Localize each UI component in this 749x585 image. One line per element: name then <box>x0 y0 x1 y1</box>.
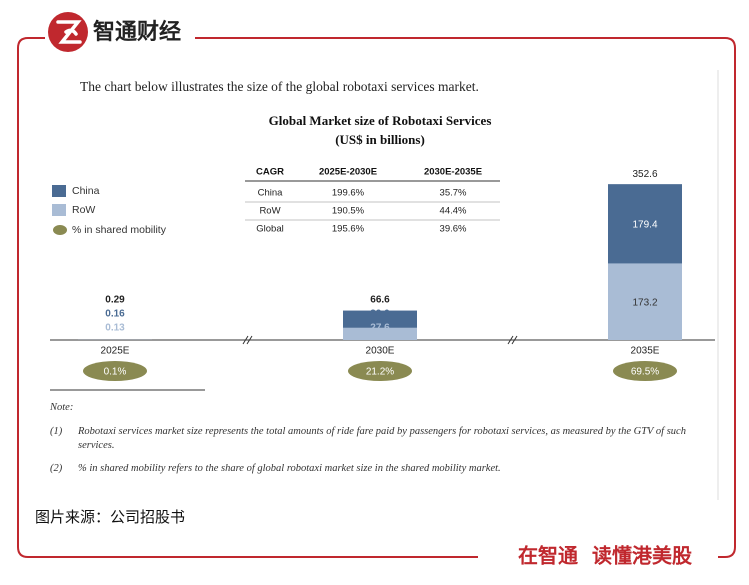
bar-segment <box>608 184 682 264</box>
table-cell: 199.6% <box>332 188 365 199</box>
table-cell: 195.6% <box>332 224 365 235</box>
table-cell: China <box>258 188 284 199</box>
total-label: 66.6 <box>370 295 390 306</box>
note-text: % in shared mobility refers to the share… <box>78 463 501 474</box>
mobility-label: 0.1% <box>104 367 127 378</box>
x-tick-label: 2035E <box>631 346 660 357</box>
intro: The chart below illustrates the size of … <box>80 79 479 94</box>
source: 图片来源：公司招股书 <box>35 508 186 526</box>
frame <box>17 37 45 60</box>
table-header: 2025E-2030E <box>319 167 377 178</box>
chart-subtitle: (US$ in billions) <box>335 132 425 147</box>
chart-title: Global Market size of Robotaxi Services <box>269 113 492 128</box>
x-tick-label: 2025E <box>101 346 130 357</box>
table-header: 2030E-2035E <box>424 167 482 178</box>
table-cell: 190.5% <box>332 206 365 217</box>
table-cell: 39.6% <box>440 224 467 235</box>
value-label: 173.2 <box>632 297 657 308</box>
value-label: 179.4 <box>632 219 657 230</box>
total-label: 352.6 <box>632 169 657 180</box>
legend-label: RoW <box>72 204 95 216</box>
note: (1) Robotaxi services market size repres… <box>50 425 720 455</box>
legend-swatch <box>53 225 67 235</box>
value-label: 39.0 <box>370 309 390 320</box>
frame <box>195 37 736 558</box>
brand: 智通财经 <box>93 19 181 45</box>
table-header: CAGR <box>256 167 284 178</box>
note-num: (2) <box>50 463 63 474</box>
bar-segment <box>608 263 682 340</box>
mobility-label: 69.5% <box>631 367 659 378</box>
table-cell: 44.4% <box>440 206 467 217</box>
mobility-badge <box>613 361 677 381</box>
legend-label: China <box>72 185 100 197</box>
table-cell: 35.7% <box>440 188 467 199</box>
legend-swatch <box>52 204 66 216</box>
value-label: 0.13 <box>105 323 125 334</box>
bar-segment <box>343 310 417 328</box>
table-cell: RoW <box>259 206 280 217</box>
mobility-label: 21.2% <box>366 367 394 378</box>
mobility-badge <box>348 361 412 381</box>
total-label: 0.29 <box>105 295 125 306</box>
note: (2) % in shared mobility refers to the s… <box>50 462 720 478</box>
legend-swatch <box>52 185 66 197</box>
logo-glyph <box>56 20 82 44</box>
axis-break <box>242 335 518 345</box>
frame <box>17 60 478 558</box>
note-text: Robotaxi services market size represents… <box>78 426 686 451</box>
slogan: 在智通 读懂港美股 <box>518 544 692 568</box>
x-tick-label: 2030E <box>366 346 395 357</box>
legend-label: % in shared mobility <box>72 224 167 236</box>
bar-segment <box>343 327 417 340</box>
value-label: 27.6 <box>370 323 390 334</box>
note-title: Note: <box>50 402 74 413</box>
mobility-badge <box>83 361 147 381</box>
note-num: (1) <box>50 426 63 437</box>
table-cell: Global <box>256 224 283 235</box>
value-label: 0.16 <box>105 309 125 320</box>
